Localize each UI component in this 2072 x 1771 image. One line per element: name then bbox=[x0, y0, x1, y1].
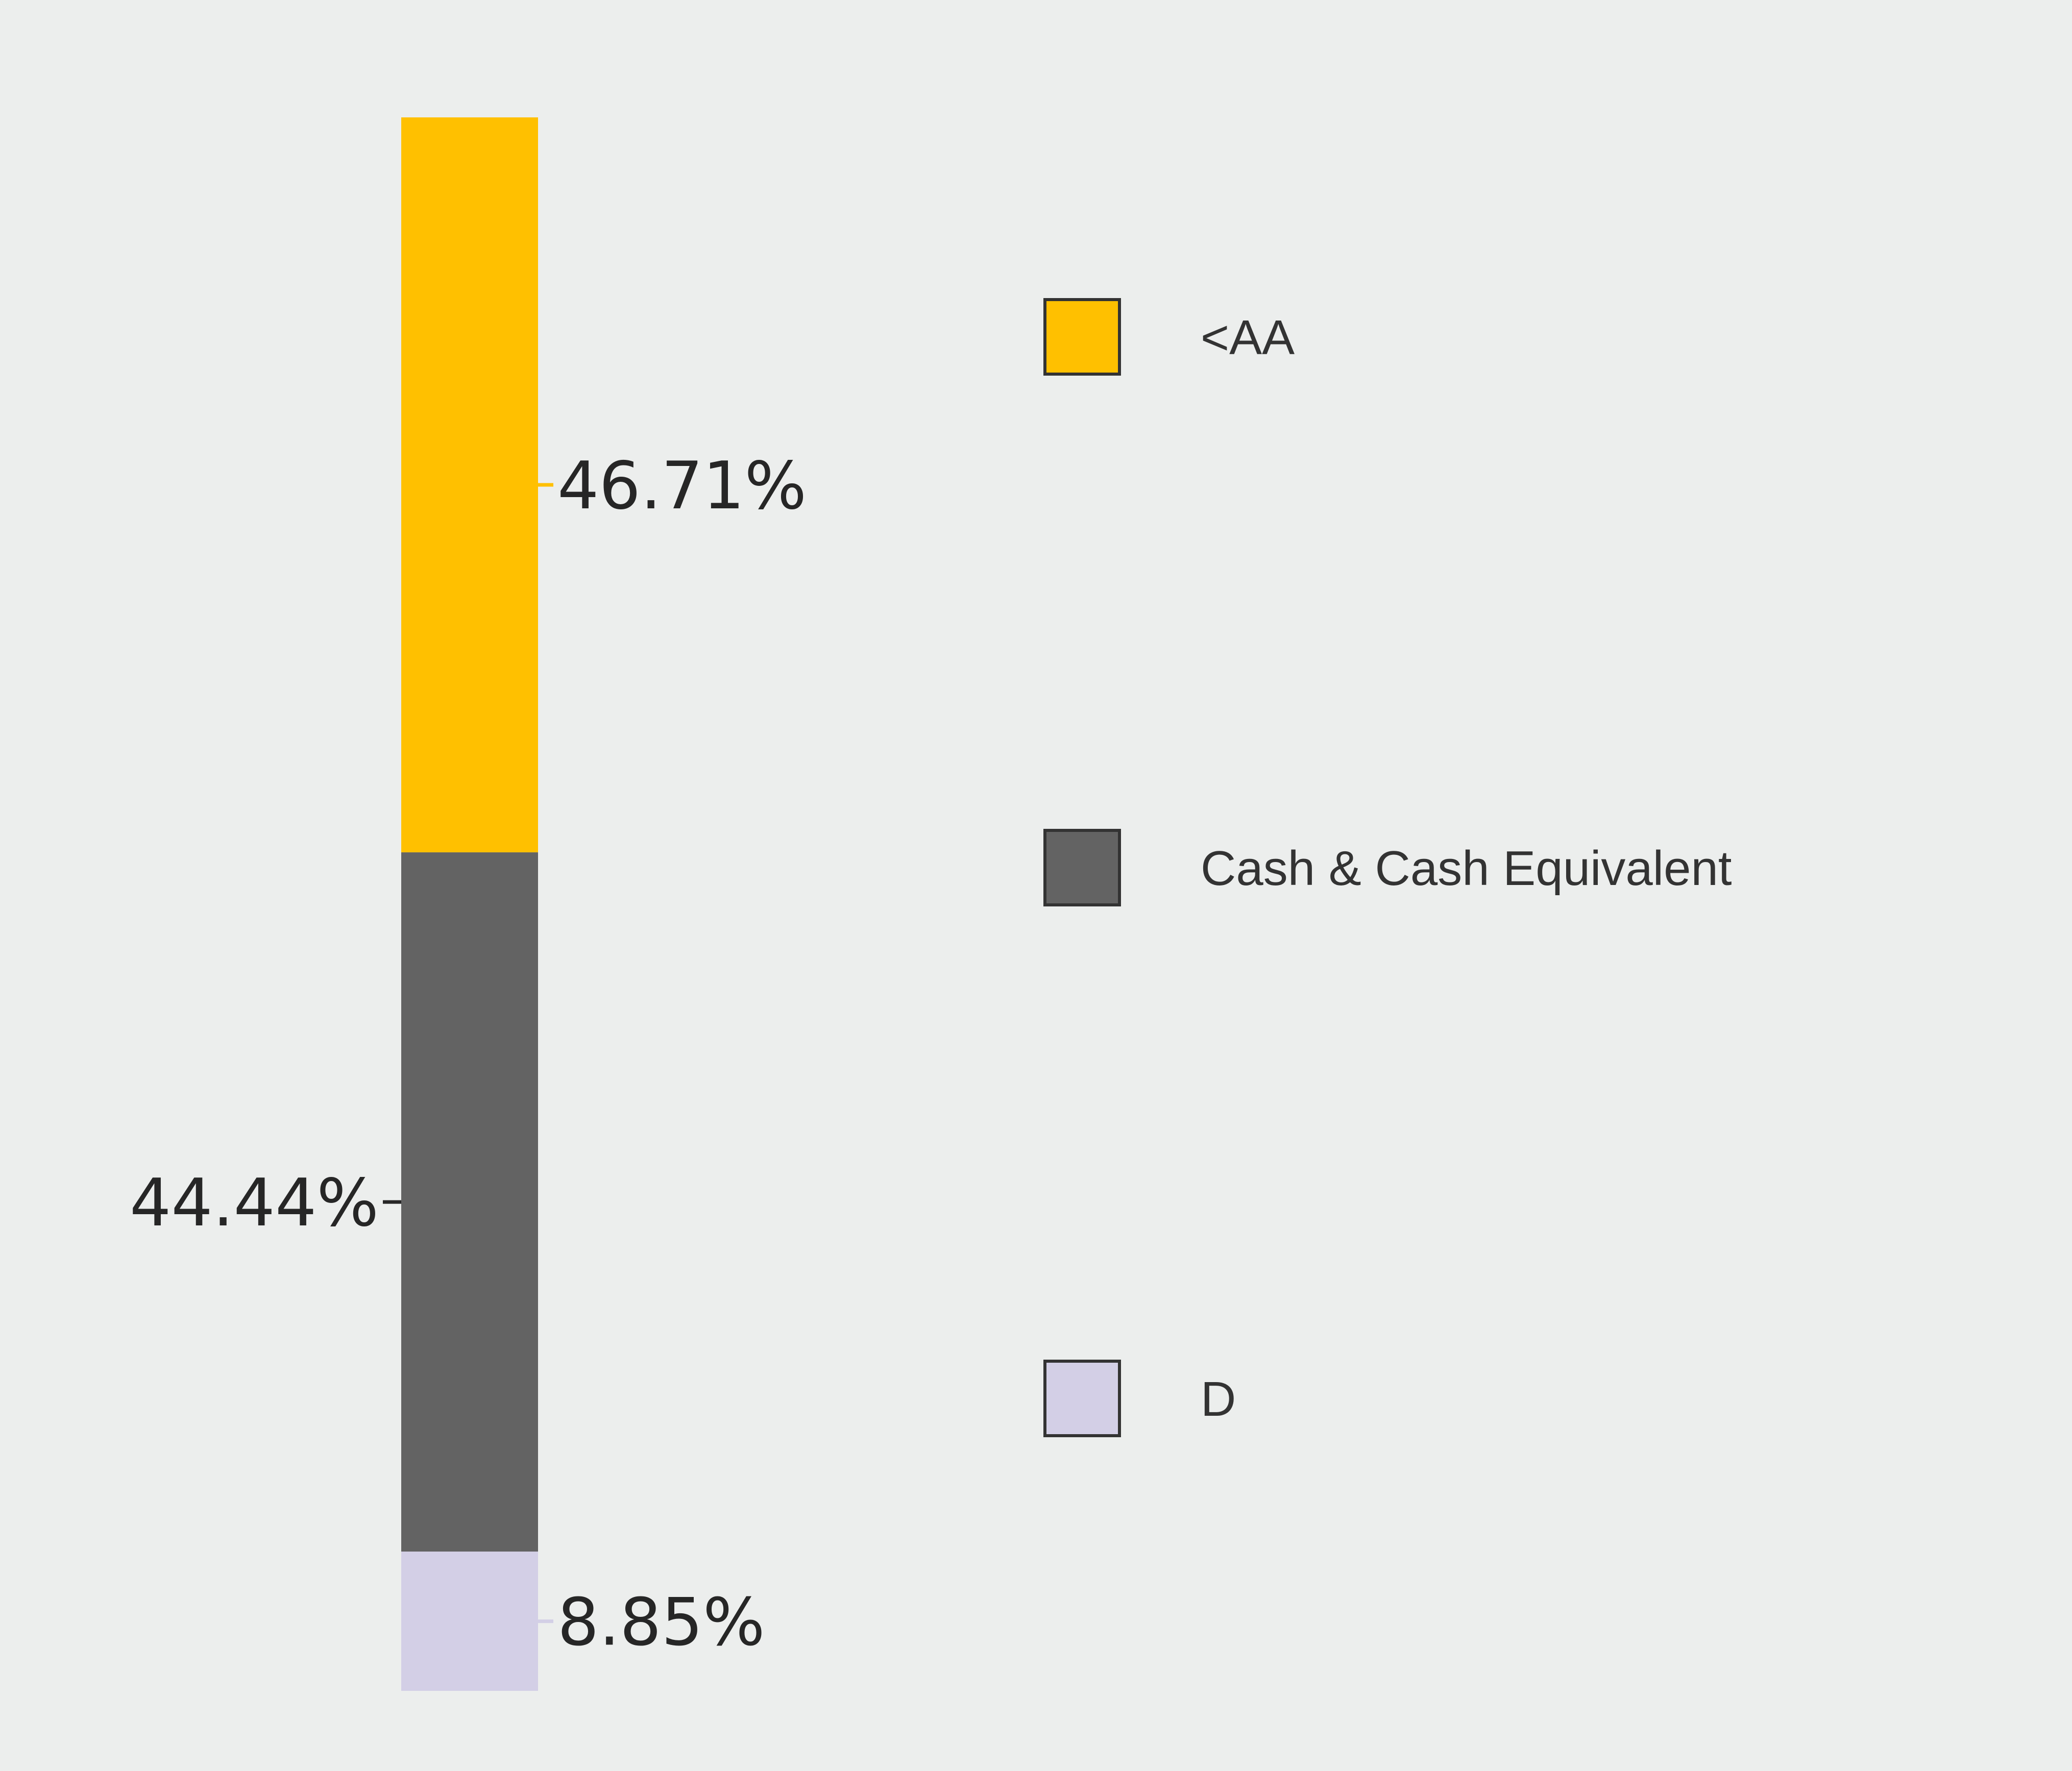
bar-segment-cash-cash-equivalent bbox=[401, 852, 538, 1552]
legend: <AA Cash & Cash Equivalent D bbox=[1043, 298, 1732, 1437]
legend-label-d: D bbox=[1201, 1372, 1236, 1426]
bar-segments bbox=[401, 117, 538, 1691]
data-label-d: 8.85% bbox=[557, 1585, 765, 1661]
legend-swatch-aa bbox=[1043, 298, 1121, 376]
data-label-cash-cash-equivalent: 44.44% bbox=[130, 1165, 379, 1241]
legend-label-cash-cash-equivalent: Cash & Cash Equivalent bbox=[1201, 841, 1732, 896]
data-label-aa: 46.71% bbox=[557, 448, 807, 524]
legend-swatch-cash-cash-equivalent bbox=[1043, 829, 1121, 906]
bar-segment-aa bbox=[401, 117, 538, 853]
data-labels: 46.71% 44.44% 8.85% bbox=[130, 448, 807, 1661]
legend-label-aa: <AA bbox=[1201, 310, 1295, 365]
legend-swatch-d bbox=[1043, 1360, 1121, 1437]
bar-segment-d bbox=[401, 1552, 538, 1691]
